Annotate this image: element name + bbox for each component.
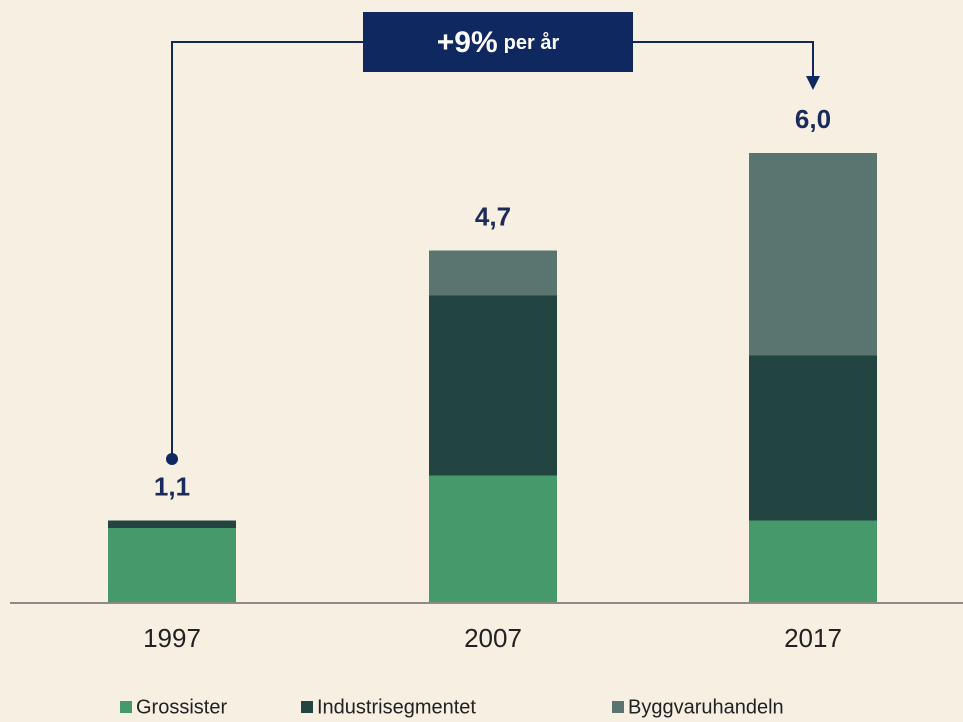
legend-swatch <box>612 701 624 713</box>
bar-segment <box>108 528 236 603</box>
x-tick-label: 1997 <box>143 623 201 653</box>
bar-segment <box>429 295 557 476</box>
annotation-value: +9% <box>437 26 498 59</box>
x-tick-label: 2007 <box>464 623 522 653</box>
legend-swatch <box>301 701 313 713</box>
connector <box>171 41 363 459</box>
total-label: 4,7 <box>475 201 511 231</box>
total-label: 1,1 <box>154 471 190 501</box>
bar-segment <box>749 153 877 356</box>
arrow-head <box>806 76 820 90</box>
legend-label: Industrisegmentet <box>317 696 476 718</box>
total-label: 6,0 <box>795 104 831 134</box>
legend-label: Byggvaruhandeln <box>628 696 784 718</box>
bar-segment <box>749 355 877 521</box>
bar-segment <box>429 475 557 603</box>
bar-segment <box>429 250 557 296</box>
annotation: +9% per år <box>437 26 560 59</box>
legend-label: Grossister <box>136 696 227 718</box>
x-tick-label: 2017 <box>784 623 842 653</box>
legend-swatch <box>120 701 132 713</box>
bar-segment <box>108 520 236 528</box>
annotation-box <box>363 12 633 72</box>
bar-segment <box>749 520 877 603</box>
connector-dot <box>166 453 178 465</box>
annotation-text: per år <box>504 31 560 54</box>
connector <box>633 41 814 80</box>
